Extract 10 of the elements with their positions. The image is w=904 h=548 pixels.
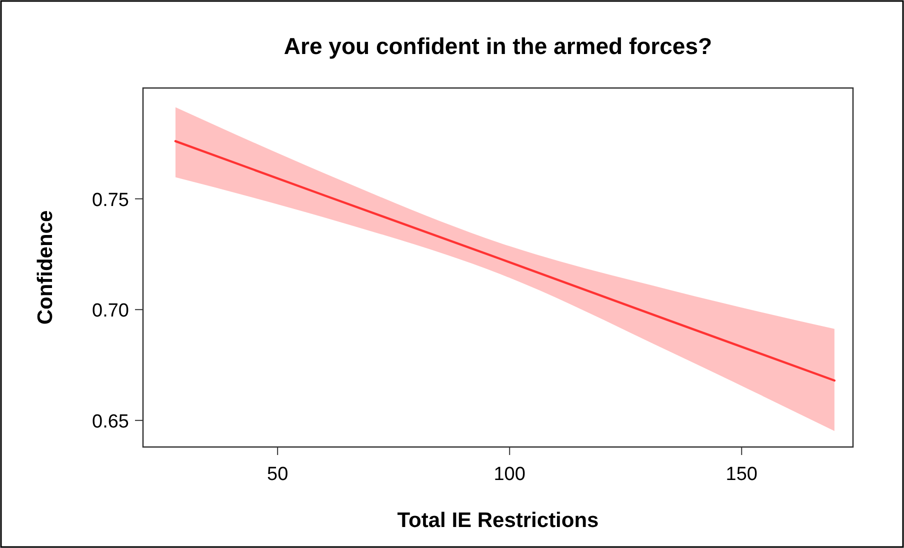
x-axis-title: Total IE Restrictions — [397, 509, 599, 532]
x-tick-label: 100 — [494, 464, 526, 485]
y-axis-title: Confidence — [34, 210, 57, 325]
y-tick-label: 0.65 — [92, 411, 129, 432]
y-tick-label: 0.75 — [92, 190, 129, 211]
x-tick-label: 150 — [726, 464, 758, 485]
chart-title: Are you confident in the armed forces? — [284, 33, 712, 59]
y-tick-label: 0.70 — [92, 300, 129, 322]
line-series — [174, 140, 836, 382]
x-tick-label: 50 — [267, 464, 288, 485]
